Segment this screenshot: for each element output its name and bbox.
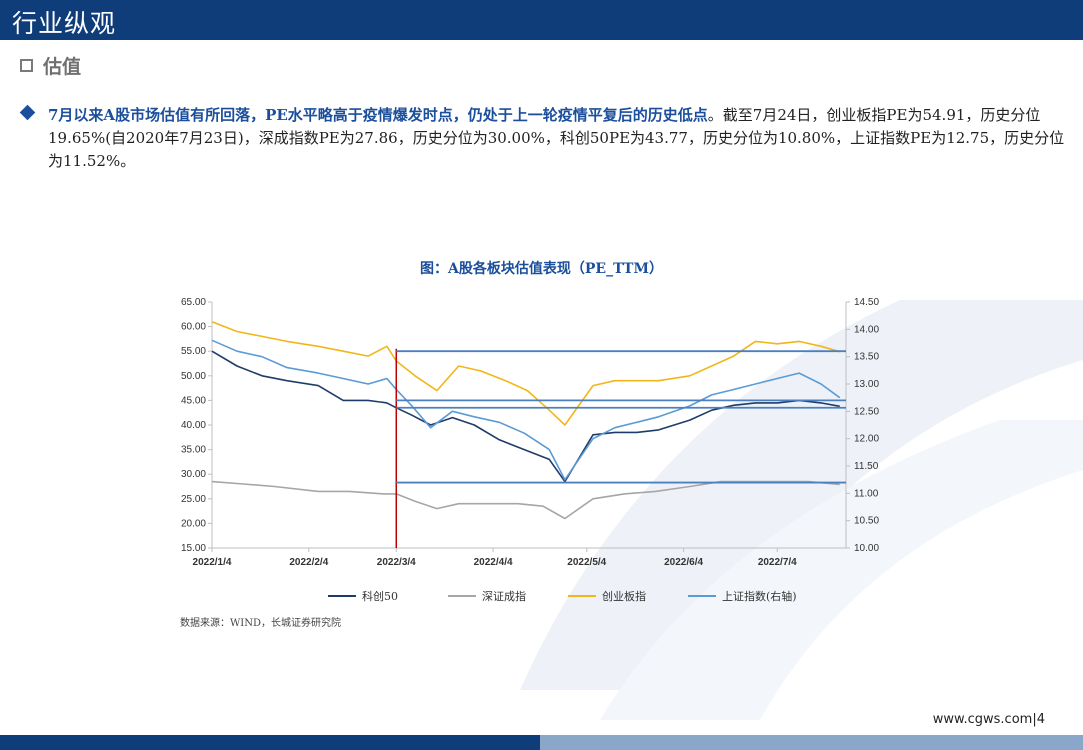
right-tick-label: 12.50 bbox=[854, 406, 879, 417]
x-tick-label: 2022/1/4 bbox=[193, 557, 232, 568]
x-tick-label: 2022/7/4 bbox=[758, 557, 797, 568]
bullet-body: 。截至7月24日，创业板指PE为54.91，历史分位19.65%(自2020年7… bbox=[48, 106, 1065, 170]
left-tick-label: 40.00 bbox=[181, 420, 206, 431]
series-line-shzs bbox=[211, 339, 841, 481]
right-tick-label: 11.00 bbox=[854, 488, 879, 499]
legend-label: 科创50 bbox=[362, 589, 398, 603]
page-title: 行业纵观 bbox=[12, 9, 117, 38]
series-line-kc50 bbox=[211, 350, 840, 483]
section-label: 估值 bbox=[43, 56, 82, 78]
legend-label: 创业板指 bbox=[602, 589, 646, 603]
right-tick-label: 14.00 bbox=[854, 324, 879, 335]
footer-url-text: www.cgws.com bbox=[932, 712, 1033, 727]
data-source: 数据来源：WIND，长城证券研究院 bbox=[180, 618, 341, 629]
right-tick-label: 11.50 bbox=[854, 461, 879, 472]
x-tick-label: 2022/5/4 bbox=[567, 557, 606, 568]
legend-label: 深证成指 bbox=[482, 589, 526, 603]
left-tick-label: 20.00 bbox=[181, 518, 206, 529]
left-tick-label: 50.00 bbox=[181, 371, 206, 382]
right-tick-label: 13.00 bbox=[854, 379, 879, 390]
right-tick-label: 14.50 bbox=[854, 297, 879, 308]
left-tick-label: 25.00 bbox=[181, 494, 206, 505]
left-tick-label: 55.00 bbox=[181, 346, 206, 357]
left-tick-label: 30.00 bbox=[181, 469, 206, 480]
series-line-szcz bbox=[211, 480, 840, 520]
pe-line-chart: 15.00 20.00 25.00 30.00 35.00 40.00 45.00 50.00… bbox=[181, 297, 879, 603]
right-tick-label: 12.00 bbox=[854, 434, 879, 445]
square-icon bbox=[20, 59, 33, 72]
left-tick-label: 65.00 bbox=[181, 297, 206, 308]
left-tick-label: 35.00 bbox=[181, 445, 206, 456]
right-tick-label: 10.50 bbox=[854, 516, 879, 527]
bullet-text: 7月以来A股市场估值有所回落，PE水平略高于疫情爆发时点，仍处于上一轮疫情平复后… bbox=[48, 104, 1068, 173]
right-tick-label: 13.50 bbox=[854, 352, 879, 363]
chart-title: 图：A股各板块估值表现（PE_TTM） bbox=[420, 261, 663, 277]
x-tick-label: 2022/4/4 bbox=[474, 557, 513, 568]
page-number: 4 bbox=[1036, 712, 1045, 727]
left-tick-label: 60.00 bbox=[181, 322, 206, 333]
x-tick-label: 2022/2/4 bbox=[289, 557, 328, 568]
left-tick-label: 45.00 bbox=[181, 395, 206, 406]
left-tick-label: 15.00 bbox=[181, 543, 206, 554]
legend-label: 上证指数(右轴) bbox=[722, 589, 797, 603]
x-tick-label: 2022/3/4 bbox=[377, 557, 416, 568]
series-line-cyb bbox=[211, 320, 841, 426]
header-bar bbox=[0, 0, 1083, 40]
section-heading: 估值 bbox=[20, 52, 81, 79]
x-tick-label: 2022/6/4 bbox=[664, 557, 703, 568]
right-tick-label: 10.00 bbox=[854, 543, 879, 554]
footer-url: www.cgws.com|4 bbox=[932, 712, 1045, 727]
footer-bar-accent bbox=[540, 735, 1083, 750]
bullet-highlight: 7月以来A股市场估值有所回落，PE水平略高于疫情爆发时点，仍处于上一轮疫情平复后… bbox=[48, 106, 708, 124]
